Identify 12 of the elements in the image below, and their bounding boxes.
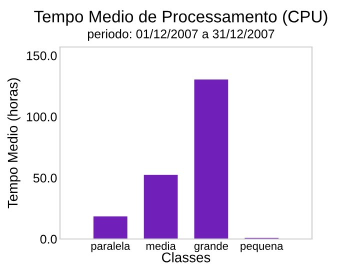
x-tick-label: grande [194,242,228,252]
x-tick-label: paralela [91,242,130,252]
y-tick-label: 100.0 [26,112,57,122]
x-tick-label: pequena [240,244,284,252]
chart-title: Tempo Medio de Processamento (CPU) [34,10,328,26]
y-axis-title: Tempo Medio (horas) [7,78,20,208]
x-axis-title: Classes [162,252,210,262]
y-tick-label: 50.0 [33,174,57,183]
y-tick-label: 150.0 [26,51,57,60]
chart-subtitle: periodo: 01/12/2007 a 31/12/2007 [88,29,274,41]
x-tick-label: media [146,242,176,250]
y-tick-label: 0.0 [40,234,57,244]
